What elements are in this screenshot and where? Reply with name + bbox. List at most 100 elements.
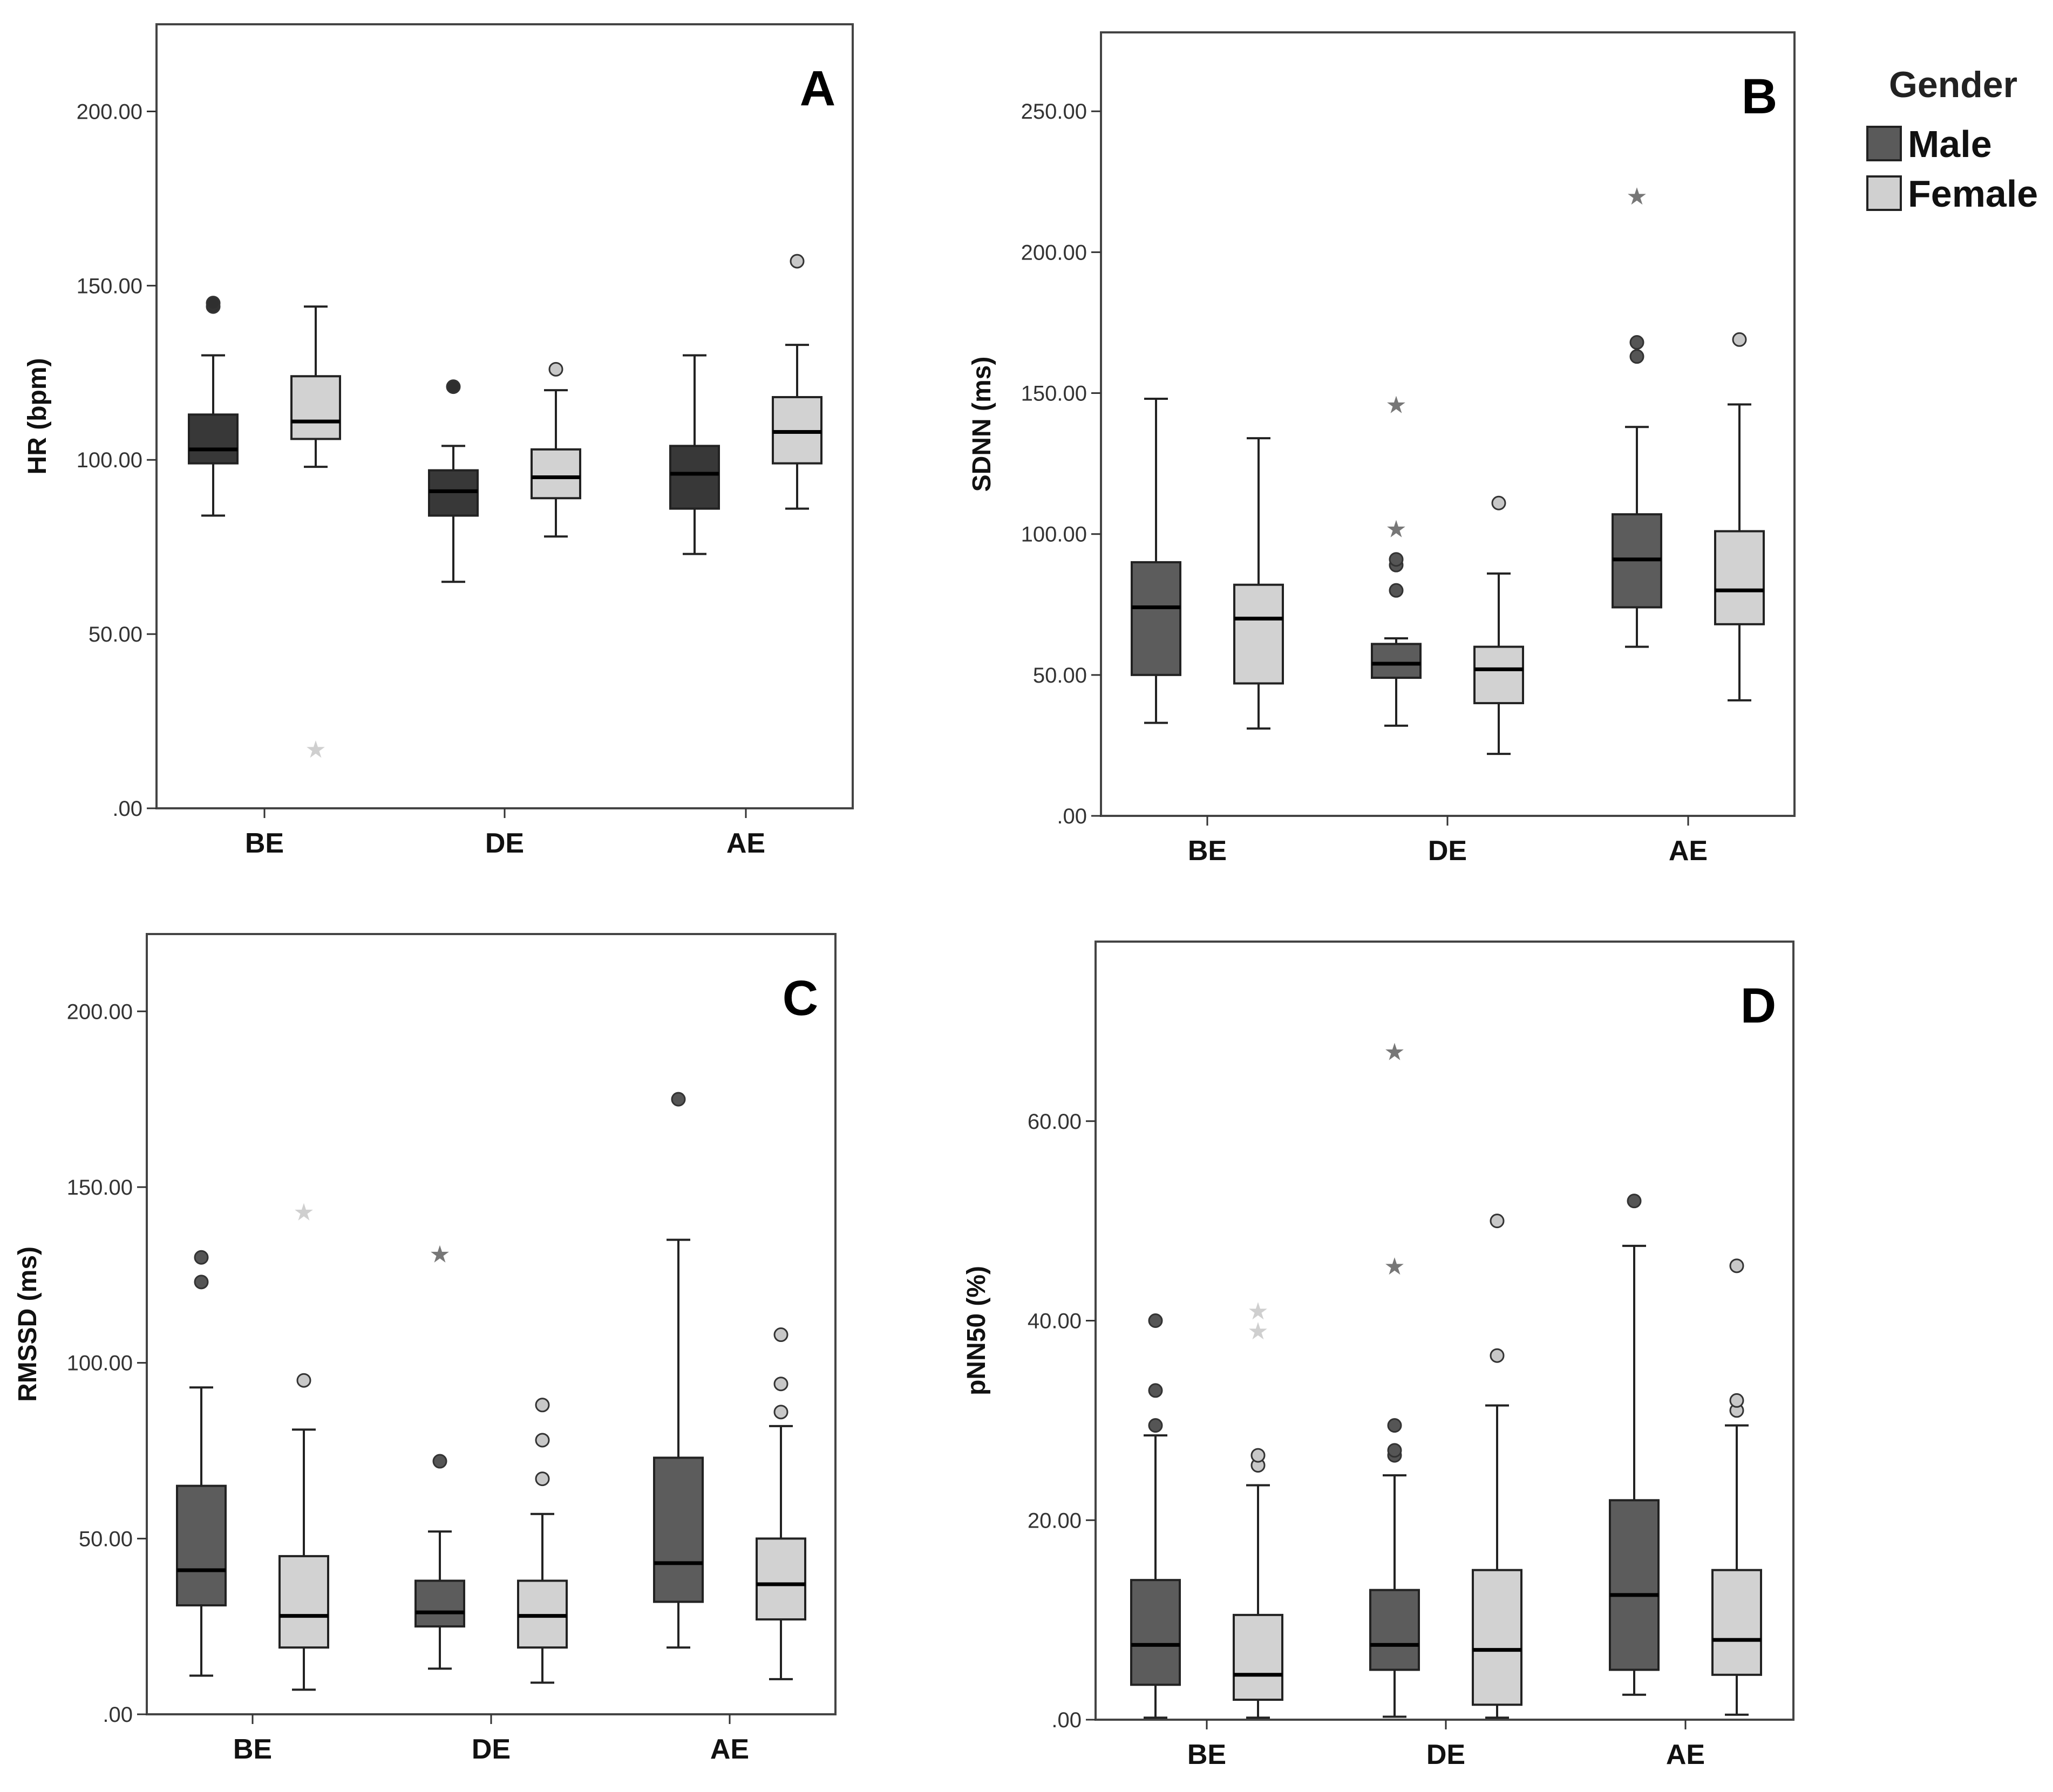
y-tick-label: 100.00 <box>77 448 142 472</box>
panel-letter: D <box>1741 978 1776 1033</box>
outlier-point <box>194 1250 209 1265</box>
x-category-label: AE <box>1666 1739 1705 1770</box>
iqr-box <box>1130 1579 1181 1686</box>
outlier-point <box>1629 335 1644 350</box>
box-male <box>653 1092 704 1649</box>
outlier-point <box>535 1433 550 1448</box>
iqr-box <box>1369 1589 1420 1671</box>
x-category-label: AE <box>726 828 765 859</box>
extreme-point: ★ <box>305 737 326 763</box>
x-category-label: BE <box>245 828 284 859</box>
panel-c: .00 50.00 100.00 150.00 200.00 BE DE AE RMSSD (m… <box>13 933 837 1765</box>
box-female <box>517 1398 568 1684</box>
outlier-point <box>1387 1418 1402 1433</box>
outlier-point <box>1387 1443 1402 1458</box>
iqr-box <box>531 448 581 500</box>
x-category-label: BE <box>1188 835 1227 867</box>
iqr-box <box>414 1579 465 1628</box>
outlier-point <box>1389 552 1404 567</box>
outlier-point <box>535 1471 550 1487</box>
outlier-point <box>446 379 461 394</box>
plot-frame <box>1100 31 1796 817</box>
iqr-box <box>1131 561 1181 676</box>
iqr-box <box>1233 583 1284 685</box>
outlier-point <box>194 1275 209 1290</box>
box-female: ★★ <box>1233 1298 1283 1719</box>
extreme-point: ★ <box>1385 516 1406 542</box>
x-category-label: DE <box>472 1734 511 1765</box>
iqr-box <box>290 375 341 440</box>
extreme-point: ★ <box>1247 1318 1268 1345</box>
y-tick-label: 150.00 <box>77 274 142 298</box>
y-tick-label: 20.00 <box>1028 1509 1082 1532</box>
y-tick-label: 250.00 <box>1021 100 1087 124</box>
y-axis-title: HR (bpm) <box>23 358 52 475</box>
iqr-box <box>1472 1569 1522 1706</box>
panel-a: .00 50.00 100.00 150.00 200.00 BE DE AE HR (bpm)… <box>23 23 854 859</box>
outlier-point <box>773 1327 788 1343</box>
outlier-point <box>1627 1194 1642 1209</box>
iqr-box <box>1609 1499 1660 1671</box>
box-female <box>1714 332 1765 701</box>
iqr-box <box>188 413 239 465</box>
iqr-box <box>278 1555 329 1649</box>
x-category-label: DE <box>1426 1739 1465 1770</box>
outlier-point <box>1729 1393 1744 1408</box>
y-axis-title: pNN50 (%) <box>962 1266 991 1395</box>
outlier-point <box>1389 583 1404 598</box>
iqr-box <box>756 1537 806 1621</box>
x-category-label: BE <box>233 1734 272 1765</box>
box-male: ★ <box>1612 183 1662 648</box>
extreme-point: ★ <box>1384 1039 1405 1065</box>
outlier-point <box>1148 1418 1163 1433</box>
outlier-point <box>671 1092 686 1107</box>
iqr-box <box>1371 643 1422 679</box>
extreme-point: ★ <box>1626 183 1647 210</box>
outlier-point <box>773 1377 788 1392</box>
box-female <box>531 362 581 538</box>
outlier-point <box>535 1398 550 1413</box>
y-tick-label: 40.00 <box>1028 1310 1082 1333</box>
box-male <box>188 296 239 517</box>
legend-swatch-female <box>1866 175 1902 211</box>
box-female <box>1473 495 1524 755</box>
y-tick-label: 50.00 <box>1033 664 1087 687</box>
outlier-point <box>1491 495 1506 510</box>
iqr-box <box>1233 1613 1283 1701</box>
panel-letter: A <box>800 61 835 116</box>
panel-letter: C <box>783 971 818 1026</box>
y-tick-label: .00 <box>103 1703 133 1727</box>
box-female: ★ <box>278 1200 329 1691</box>
box-male <box>669 354 720 555</box>
box-female <box>1711 1258 1762 1716</box>
panel-letter: B <box>1742 69 1777 124</box>
outlier-point <box>548 362 563 377</box>
plot-frame <box>146 933 837 1715</box>
legend-title: Gender <box>1889 64 2017 105</box>
y-tick-label: 200.00 <box>67 1000 133 1024</box>
outlier-point <box>296 1373 311 1388</box>
box-male <box>176 1250 227 1677</box>
box-male: ★ <box>414 1242 465 1670</box>
x-category-label: AE <box>710 1734 749 1765</box>
x-category-label: DE <box>1428 835 1467 867</box>
x-category-label: AE <box>1669 835 1708 867</box>
extreme-point: ★ <box>1385 392 1406 418</box>
legend-label-female: Female <box>1908 173 2038 215</box>
iqr-box <box>653 1456 704 1603</box>
outlier-point <box>1490 1348 1505 1363</box>
box-male: ★★ <box>1369 1039 1420 1718</box>
extreme-point: ★ <box>1247 1298 1268 1325</box>
outlier-point <box>1732 332 1747 347</box>
iqr-box <box>1714 530 1765 625</box>
y-tick-label: 150.00 <box>1021 382 1087 406</box>
y-tick-label: .00 <box>1057 805 1087 828</box>
outlier-point <box>1729 1258 1744 1273</box>
box-female <box>756 1327 806 1680</box>
box-male <box>1131 397 1181 724</box>
y-tick-label: 100.00 <box>1021 523 1087 547</box>
outlier-point <box>773 1405 788 1420</box>
extreme-point: ★ <box>429 1242 450 1268</box>
box-female: ★ <box>290 305 341 763</box>
box-male <box>1609 1194 1660 1696</box>
